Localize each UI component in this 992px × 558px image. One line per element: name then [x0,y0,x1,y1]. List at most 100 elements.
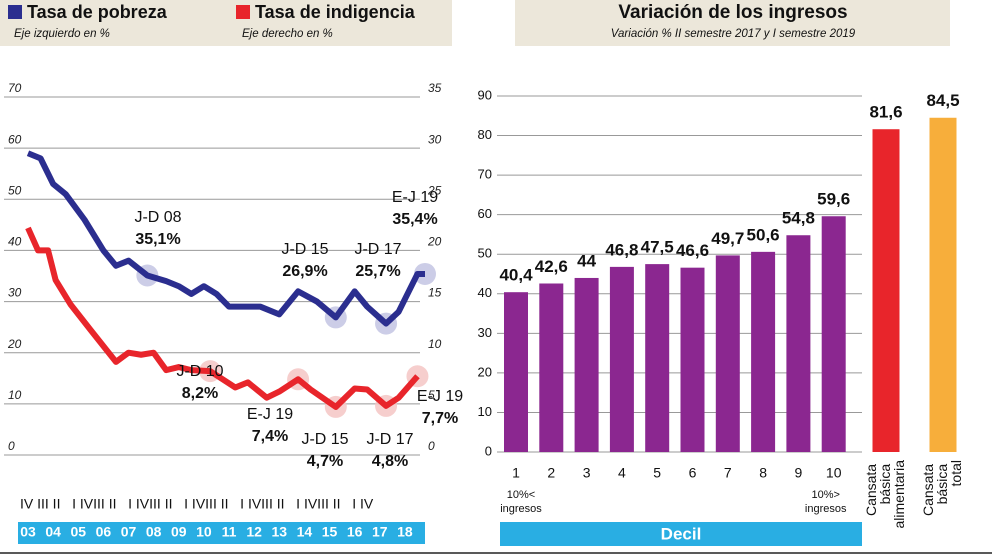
category-note: 10%> [811,489,839,501]
y-tick-label: 40 [8,235,22,249]
series-line [25,226,420,410]
x-tick-label: 16 [347,524,363,540]
y-tick-label: 60 [478,206,492,221]
legend-label: Tasa de pobreza [27,2,168,22]
y2-tick-label: 5 [428,388,435,402]
value-label: 50,6 [747,225,780,244]
y-tick-label: 50 [8,183,22,197]
annotation-label: 7,4% [252,428,288,445]
value-label: 84,5 [926,91,959,110]
bar [872,129,900,452]
legend-box [0,0,452,46]
y2-tick-label: 15 [428,286,442,300]
value-label: 49,7 [711,229,744,248]
value-label: 47,5 [641,238,674,257]
annotation-text: J-D 08 [134,209,181,226]
annotation-text: J-D 15 [281,241,328,258]
value-label: 46,6 [676,241,709,260]
y-tick-label: 60 [8,132,22,146]
x-tick-label: 5 [653,465,661,481]
x-axis-label: Decil [661,524,702,543]
x-tick-label: 6 [689,465,697,481]
value-label: 46,8 [605,240,638,259]
decil-band [500,522,862,546]
x-tick-label: Cansata básica alimentaria [863,460,907,529]
y-tick-label: 0 [485,443,492,458]
annotation-label: 4,8% [372,453,408,470]
value-label: 42,6 [535,257,568,276]
x-tick-label: 3 [583,465,591,481]
y-tick-label: 90 [478,87,492,102]
x-tick-label: 10 [196,524,212,540]
series-line [26,150,425,327]
x-tick-label: 05 [70,524,86,540]
x-tick-label: 15 [322,524,338,540]
x-tick-label: 13 [271,524,287,540]
value-label: 59,6 [817,190,850,209]
x-tick-label: 9 [795,465,803,481]
y-tick-label: 40 [478,285,492,300]
x-tick-label: 18 [397,524,413,540]
title-box [515,0,950,46]
bar [680,267,705,452]
x-tick-label: 09 [171,524,187,540]
y-tick-label: 20 [7,337,22,351]
y-tick-label: 30 [478,325,492,340]
x-tick-label: 04 [45,524,61,540]
annotation-label: 8,2% [182,385,218,402]
period-row: IV III II I IVIII II I IVIII II I IVIII … [20,496,374,512]
y-tick-label: 0 [8,439,15,453]
legend-note: Eje izquierdo en % [14,28,110,40]
bar [786,235,811,452]
category-note: 10%< [507,489,535,501]
y2-tick-label: 10 [428,337,442,351]
x-tick-label: 12 [246,524,262,540]
x-tick-label: 8 [759,465,767,481]
bar [574,277,599,452]
annotation-text: E-J 19 [417,388,463,405]
y2-tick-label: 35 [428,81,442,95]
y-tick-label: 70 [478,167,492,182]
bar [715,255,740,452]
annotation-text: J-D 17 [354,241,401,258]
value-label: 81,6 [869,103,902,122]
value-label: 40,4 [499,266,533,285]
annotation-label: 4,7% [307,453,343,470]
legend-label: Tasa de indigencia [255,2,416,22]
x-tick-label: 14 [297,524,313,540]
bar [821,216,846,452]
legend-note: Eje derecho en % [242,28,333,40]
y-tick-label: 80 [478,127,492,142]
bar [504,292,528,452]
x-tick-label: 11 [222,524,237,540]
annotation-text: E-J 19 [247,406,293,423]
bar [609,266,634,452]
value-label: 44 [577,251,596,270]
annotation-text: J-D 10 [176,363,223,380]
bar [751,251,776,452]
x-tick-label: 07 [121,524,137,540]
y2-tick-label: 25 [427,183,442,197]
value-label: 54,8 [782,209,815,228]
bar [539,283,564,452]
annotation-text: E-J 19 [392,189,438,206]
y-tick-label: 50 [478,246,492,261]
y2-tick-label: 0 [428,439,435,453]
x-tick-label: 06 [96,524,112,540]
category-note: ingresos [500,503,542,515]
y-tick-label: 20 [478,364,492,379]
annotation-label: 7,7% [422,410,458,427]
y2-tick-label: 20 [427,235,442,249]
y2-tick-label: 30 [428,132,442,146]
x-tick-label: 03 [20,524,36,540]
category-note: ingresos [805,503,847,515]
bar [929,117,957,452]
annotation-label: 35,4% [392,211,437,228]
annotation-text: J-D 17 [366,431,413,448]
annotation-label: 35,1% [135,231,180,248]
chart-subtitle: Variación % II semestre 2017 y I semestr… [611,28,856,40]
legend-swatch [8,5,22,19]
y-tick-label: 30 [8,286,22,300]
x-tick-label: 7 [724,465,732,481]
